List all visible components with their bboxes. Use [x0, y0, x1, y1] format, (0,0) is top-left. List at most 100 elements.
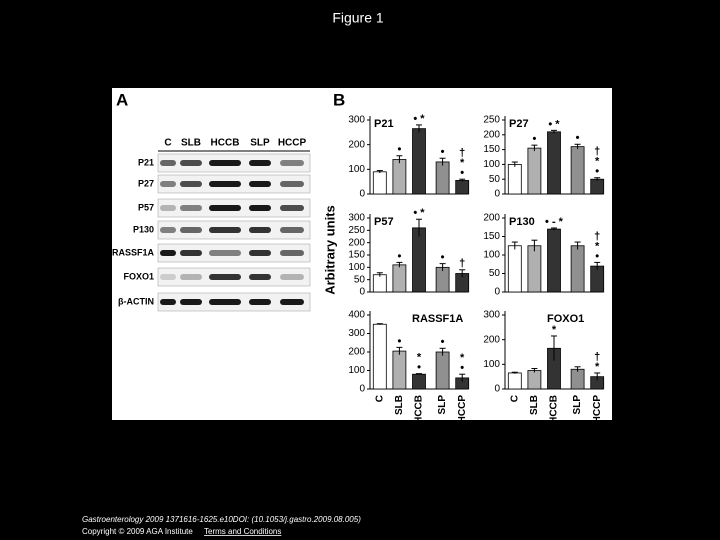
blot-band — [180, 181, 202, 187]
lane-label: HCCP — [278, 138, 307, 149]
chart-title: P57 — [374, 216, 394, 228]
lane-label: HCCB — [211, 138, 240, 149]
bar — [507, 163, 522, 195]
blot-band — [160, 160, 176, 166]
bar — [372, 171, 387, 195]
bar — [570, 245, 585, 293]
chart-title: FOXO1 — [547, 313, 584, 325]
blot-band — [160, 250, 176, 256]
significance-mark: † — [459, 147, 465, 159]
blot-band — [280, 227, 304, 233]
significance-mark: * — [595, 156, 600, 168]
significance-mark: • — [460, 362, 464, 374]
y-tick-label: 150 — [483, 144, 500, 155]
blot-band — [249, 274, 271, 280]
x-tick-label: HCCP — [457, 395, 468, 424]
y-tick-label: 400 — [348, 310, 365, 321]
y-tick-label: 200 — [483, 213, 500, 224]
slide-title: Figure 1 — [332, 10, 384, 26]
lane-label: SLB — [181, 138, 201, 149]
significance-mark: • - * — [545, 216, 564, 228]
panel-label: B — [333, 90, 345, 109]
bar — [435, 161, 450, 195]
bar — [412, 128, 426, 195]
significance-mark: † — [594, 146, 600, 158]
significance-mark: • — [460, 167, 464, 179]
bar — [527, 370, 542, 390]
blot-band — [180, 160, 202, 166]
significance-mark: • — [441, 146, 445, 158]
y-tick-label: 200 — [348, 237, 365, 248]
lane-label: C — [164, 138, 171, 149]
y-tick-label: 0 — [359, 384, 365, 395]
bar — [507, 245, 522, 293]
blot-label: RASSF1A — [112, 247, 155, 257]
blot-band — [209, 205, 241, 211]
significance-mark: • * — [413, 113, 425, 125]
significance-mark: † — [594, 230, 600, 242]
bar — [547, 228, 561, 293]
blot-label: P57 — [138, 202, 154, 212]
significance-mark: • * — [548, 118, 560, 130]
y-tick-label: 100 — [483, 250, 500, 261]
y-tick-label: 300 — [348, 213, 365, 224]
terms-link[interactable]: Terms and Conditions — [204, 527, 281, 536]
blot-band — [249, 205, 271, 211]
y-tick-label: 100 — [483, 159, 500, 170]
blot-band — [280, 160, 304, 166]
y-tick-label: 150 — [483, 231, 500, 242]
y-tick-label: 0 — [494, 189, 500, 200]
y-tick-label: 50 — [489, 174, 501, 185]
y-tick-label: 100 — [348, 164, 365, 175]
significance-mark: • — [595, 250, 599, 262]
bar — [372, 274, 387, 293]
significance-mark: † — [594, 351, 600, 363]
panel-label: A — [116, 90, 128, 109]
blot-band — [209, 274, 241, 280]
bar — [527, 245, 542, 293]
y-tick-label: 200 — [348, 347, 365, 358]
bar — [392, 159, 407, 195]
bar — [507, 372, 522, 390]
x-tick-label: HCCB — [414, 395, 425, 424]
blot-band — [280, 299, 304, 305]
lane-label: SLP — [250, 138, 270, 149]
y-tick-label: 100 — [348, 262, 365, 273]
bar — [435, 266, 450, 293]
blot-band — [209, 299, 241, 305]
y-axis-label: Arbitrary units — [322, 205, 337, 295]
x-tick-label: SLP — [572, 395, 583, 415]
blot-band — [160, 227, 176, 233]
blot-band — [280, 181, 304, 187]
y-tick-label: 100 — [348, 365, 365, 376]
blot-band — [280, 205, 304, 211]
significance-mark: • — [397, 144, 401, 156]
blot-band — [249, 250, 271, 256]
bar — [412, 227, 426, 293]
significance-mark: • — [397, 335, 401, 347]
bar — [435, 351, 450, 390]
x-tick-label: HCCP — [592, 395, 603, 424]
blot-band — [180, 299, 202, 305]
y-tick-label: 300 — [348, 115, 365, 126]
y-tick-label: 250 — [348, 225, 365, 236]
blot-band — [160, 205, 176, 211]
blot-band — [160, 299, 176, 305]
x-tick-label: SLB — [529, 395, 540, 415]
blot-label: FOXO1 — [123, 271, 154, 281]
bar — [412, 373, 426, 390]
x-tick-label: HCCB — [549, 395, 560, 424]
x-tick-label: SLB — [394, 395, 405, 415]
y-tick-label: 250 — [483, 115, 500, 126]
blot-band — [180, 274, 202, 280]
bar — [590, 265, 605, 293]
blot-band — [160, 181, 176, 187]
blot-band — [249, 181, 271, 187]
blot-label: P27 — [138, 178, 154, 188]
y-tick-label: 0 — [494, 287, 500, 298]
y-tick-label: 300 — [348, 328, 365, 339]
bar — [570, 368, 585, 390]
blot-label: P21 — [138, 157, 154, 167]
y-tick-label: 200 — [483, 334, 500, 345]
x-tick-label: C — [509, 395, 520, 402]
